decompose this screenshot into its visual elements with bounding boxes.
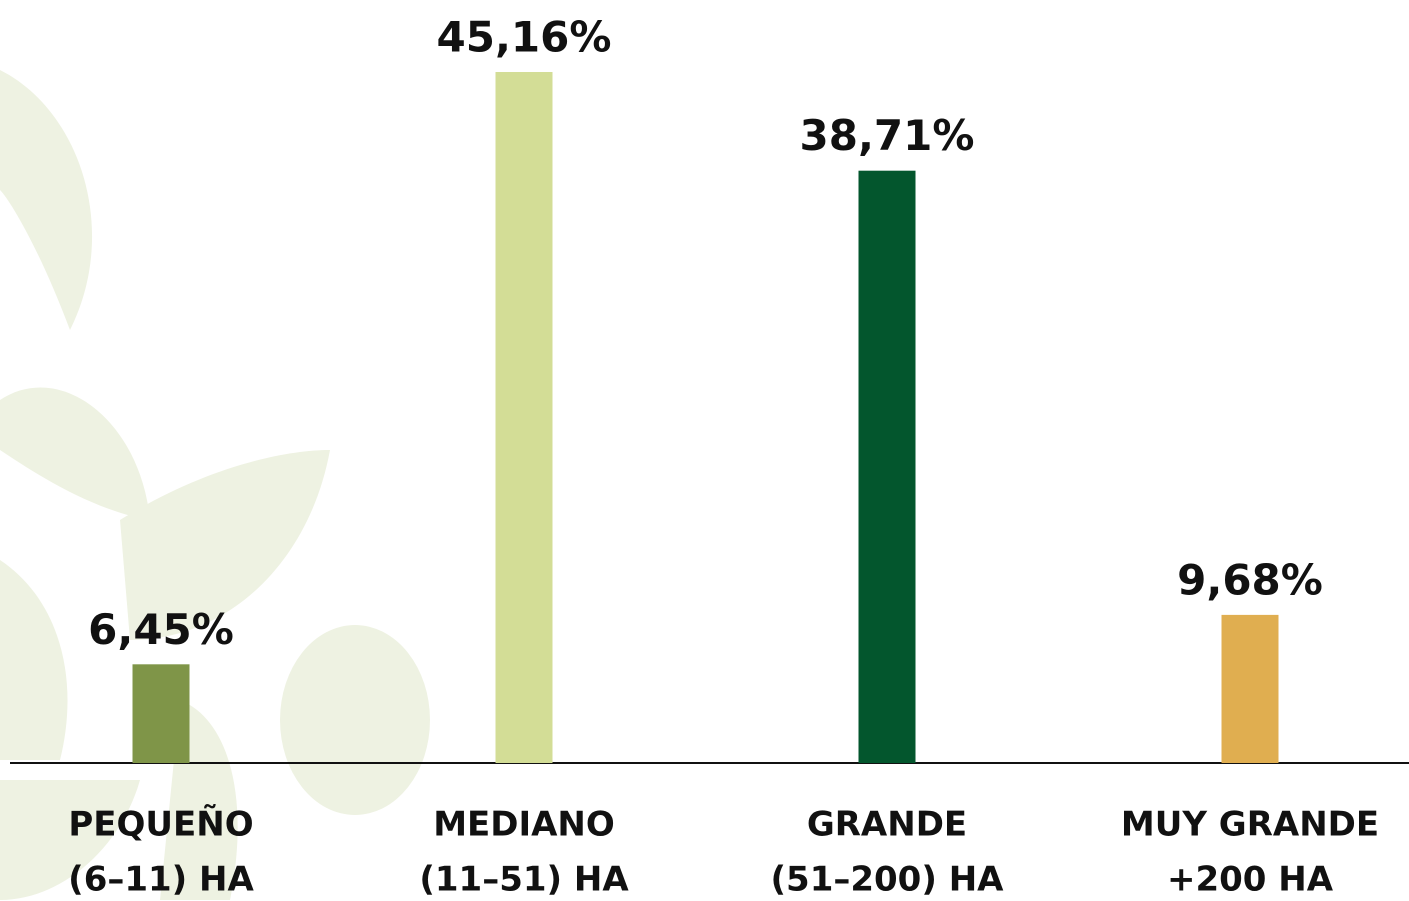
category-label: +200 HA xyxy=(1167,860,1334,900)
bar xyxy=(858,170,916,763)
category-label: MUY GRANDE xyxy=(1121,805,1379,845)
category-label: MEDIANO xyxy=(433,805,615,845)
category-label: (51–200) HA xyxy=(771,860,1005,900)
bar xyxy=(1221,614,1279,763)
bar xyxy=(132,664,190,763)
value-label: 38,71% xyxy=(800,111,975,160)
value-label: 9,68% xyxy=(1177,555,1323,604)
bar xyxy=(495,72,553,763)
value-label: 45,16% xyxy=(437,13,612,62)
category-label: (6–11) HA xyxy=(68,860,254,900)
category-label: (11–51) HA xyxy=(419,860,629,900)
background-leaves xyxy=(0,70,430,900)
category-label: GRANDE xyxy=(807,805,967,845)
value-label: 6,45% xyxy=(88,605,234,654)
category-label: PEQUEÑO xyxy=(68,804,253,845)
